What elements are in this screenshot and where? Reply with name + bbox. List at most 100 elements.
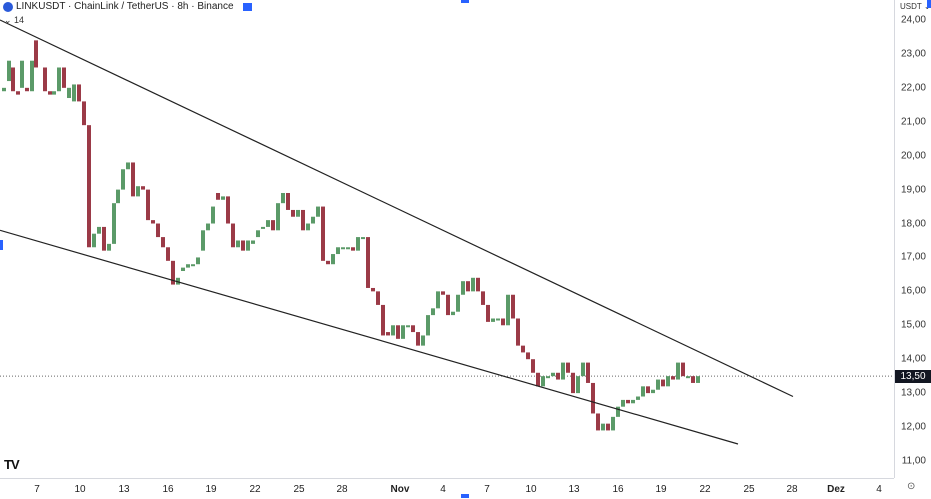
time-tick: 22 bbox=[249, 484, 261, 495]
candle bbox=[276, 203, 280, 231]
time-tick: 28 bbox=[336, 484, 348, 495]
candle bbox=[576, 376, 580, 394]
candle bbox=[151, 220, 155, 224]
candle bbox=[341, 247, 345, 250]
candle bbox=[246, 240, 250, 251]
symbol-title: LINKUSDT · ChainLink / TetherUS · 8h · B… bbox=[16, 1, 234, 12]
bottom-drag-handle[interactable] bbox=[461, 494, 469, 498]
candle bbox=[206, 223, 210, 231]
candle bbox=[426, 315, 430, 336]
top-drag-handle[interactable] bbox=[461, 0, 469, 3]
candle bbox=[2, 87, 6, 92]
candle bbox=[107, 243, 111, 251]
candle bbox=[386, 332, 390, 336]
candle bbox=[186, 264, 190, 268]
time-tick: Nov bbox=[390, 484, 410, 495]
candle bbox=[296, 209, 300, 217]
currency-unit-selector[interactable]: USDT ⌄ bbox=[900, 2, 931, 11]
price-tick: 15,00 bbox=[900, 319, 926, 331]
candle bbox=[256, 230, 260, 238]
price-tick: 20,00 bbox=[900, 150, 926, 162]
candle bbox=[376, 291, 380, 305]
candle bbox=[481, 291, 485, 305]
time-tick: 25 bbox=[293, 484, 305, 495]
price-tick: 23,00 bbox=[900, 48, 926, 60]
current-price-label: 13,50 bbox=[895, 370, 931, 384]
candle bbox=[361, 237, 365, 240]
axis-settings-icon[interactable]: ⊙ bbox=[907, 481, 916, 492]
flag-icon[interactable] bbox=[242, 2, 252, 11]
candle bbox=[16, 91, 20, 95]
candle bbox=[97, 226, 101, 234]
candle bbox=[251, 240, 255, 244]
candle bbox=[656, 379, 660, 390]
time-axis[interactable]: 7 10 13 16 19 22 25 28 Nov 4 7 10 13 16 19 22 25 28 Dez 4 bbox=[0, 478, 894, 499]
candle bbox=[116, 189, 120, 204]
time-tick: Dez bbox=[827, 484, 845, 495]
indicator-toggle[interactable]: ⌄ 14 bbox=[4, 15, 25, 25]
candle bbox=[11, 67, 15, 92]
upper-trendline[interactable] bbox=[0, 19, 794, 398]
candle bbox=[166, 247, 170, 261]
candle bbox=[291, 209, 295, 217]
candle bbox=[126, 162, 130, 170]
candle bbox=[281, 192, 285, 204]
candle bbox=[331, 254, 335, 265]
candle bbox=[496, 318, 500, 321]
candle bbox=[236, 240, 240, 248]
candle bbox=[391, 325, 395, 336]
candle bbox=[546, 376, 550, 379]
candle bbox=[161, 237, 165, 248]
candle bbox=[43, 67, 47, 92]
candle bbox=[651, 389, 655, 394]
time-tick: 28 bbox=[786, 484, 798, 495]
candle bbox=[661, 379, 665, 387]
price-tick: 17,00 bbox=[900, 251, 926, 263]
candle bbox=[146, 189, 150, 221]
candle bbox=[241, 240, 245, 251]
right-drag-handle[interactable] bbox=[927, 0, 931, 8]
candle bbox=[346, 247, 350, 250]
candle bbox=[611, 416, 615, 431]
price-tick: 12,00 bbox=[900, 421, 926, 433]
candle bbox=[541, 376, 545, 387]
candle bbox=[601, 423, 605, 431]
candle bbox=[20, 60, 24, 88]
left-drag-handle[interactable] bbox=[0, 240, 3, 250]
candle bbox=[52, 91, 56, 95]
candle bbox=[621, 399, 625, 407]
candle bbox=[446, 294, 450, 316]
time-tick: 10 bbox=[74, 484, 86, 495]
candle bbox=[671, 376, 675, 380]
candle bbox=[351, 247, 355, 251]
time-tick: 19 bbox=[655, 484, 667, 495]
candle bbox=[591, 382, 595, 414]
candle bbox=[511, 294, 515, 319]
candle bbox=[471, 277, 475, 292]
candle bbox=[7, 60, 11, 82]
candle bbox=[456, 294, 460, 312]
candle bbox=[176, 277, 180, 285]
time-tick: 7 bbox=[484, 484, 490, 495]
candle bbox=[521, 345, 525, 353]
candle bbox=[396, 325, 400, 339]
candle bbox=[571, 372, 575, 394]
candle bbox=[556, 372, 560, 380]
candle bbox=[371, 287, 375, 292]
candle bbox=[311, 216, 315, 224]
candle bbox=[34, 40, 38, 68]
candle bbox=[48, 91, 52, 95]
lower-trendline[interactable] bbox=[0, 229, 739, 445]
candle bbox=[476, 277, 480, 292]
symbol-title-bar[interactable]: LINKUSDT · ChainLink / TetherUS · 8h · B… bbox=[3, 1, 252, 12]
time-tick: 13 bbox=[568, 484, 580, 495]
tradingview-logo-icon[interactable]: TV bbox=[4, 457, 20, 472]
candle bbox=[686, 376, 690, 379]
time-tick: 25 bbox=[743, 484, 755, 495]
candle bbox=[191, 264, 195, 267]
price-axis[interactable]: 24,00 23,00 22,00 21,00 20,00 19,00 18,00 17,00… bbox=[894, 0, 931, 478]
candle bbox=[196, 257, 200, 265]
candle bbox=[411, 325, 415, 333]
candle bbox=[441, 291, 445, 295]
candlestick-chart[interactable] bbox=[0, 0, 894, 478]
